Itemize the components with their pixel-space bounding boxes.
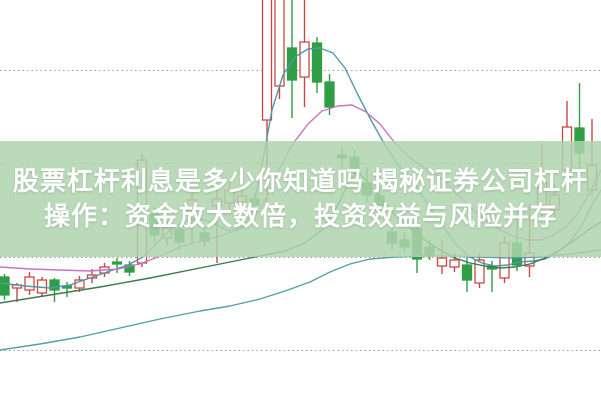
headline-line-1: 股票杠杆利息是多少你知道吗 揭秘证券公司杠杆	[12, 166, 589, 196]
headline-banner: 股票杠杆利息是多少你知道吗 揭秘证券公司杠杆 操作：资金放大数倍，投资效益与风险…	[0, 141, 601, 257]
headline-line-2: 操作：资金放大数倍，投资效益与风险并存	[43, 201, 557, 231]
ma-long-teal	[0, 249, 601, 351]
